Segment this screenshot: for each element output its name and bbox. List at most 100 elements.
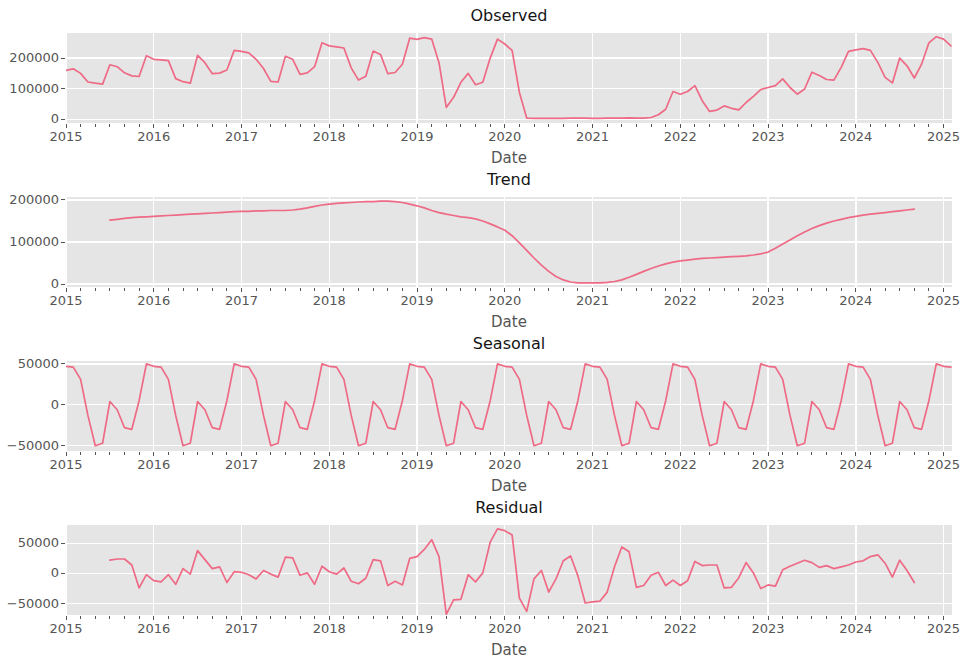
y-tick-label: 0 xyxy=(0,565,59,580)
x-tick-minor xyxy=(738,452,739,455)
x-tick-minor xyxy=(124,288,125,291)
x-tick-major xyxy=(855,124,856,128)
x-tick-minor xyxy=(475,288,476,291)
x-tick-minor xyxy=(373,288,374,291)
x-tick-major xyxy=(592,124,593,128)
x-tick-minor xyxy=(651,452,652,455)
x-tick-minor xyxy=(358,616,359,619)
x-tick-minor xyxy=(212,616,213,619)
y-tick-mark xyxy=(61,573,65,574)
x-tick-minor xyxy=(782,452,783,455)
x-tick-minor xyxy=(256,288,257,291)
x-tick-minor xyxy=(563,124,564,127)
x-tick-minor xyxy=(577,452,578,455)
x-tick-minor xyxy=(490,288,491,291)
x-tick-minor xyxy=(124,616,125,619)
plot-area-seasonal xyxy=(66,361,952,451)
x-tick-minor xyxy=(621,124,622,127)
x-tick-minor xyxy=(841,288,842,291)
x-tick-minor xyxy=(183,124,184,127)
x-tick-minor xyxy=(607,452,608,455)
x-tick-major xyxy=(768,124,769,128)
series-polyline xyxy=(110,529,914,615)
x-tick-label: 2016 xyxy=(122,293,186,308)
x-tick-minor xyxy=(402,616,403,619)
x-tick-minor xyxy=(475,452,476,455)
x-tick-minor xyxy=(490,124,491,127)
x-tick-minor xyxy=(899,288,900,291)
x-tick-minor xyxy=(534,124,535,127)
subplot-seasonal-title: Seasonal xyxy=(66,334,952,356)
x-tick-minor xyxy=(563,288,564,291)
x-tick-minor xyxy=(95,452,96,455)
x-tick-minor xyxy=(256,124,257,127)
x-tick-minor xyxy=(490,452,491,455)
x-tick-major xyxy=(153,452,154,456)
subplot-trend-title: Trend xyxy=(66,170,952,192)
x-tick-major xyxy=(943,452,944,456)
x-tick-minor xyxy=(753,616,754,619)
x-tick-minor xyxy=(826,616,827,619)
y-tick-mark xyxy=(61,58,65,59)
x-tick-minor xyxy=(270,124,271,127)
y-tick-mark xyxy=(61,404,65,405)
x-tick-minor xyxy=(738,124,739,127)
x-tick-minor xyxy=(387,616,388,619)
x-tick-minor xyxy=(139,452,140,455)
x-tick-minor xyxy=(124,124,125,127)
x-tick-major xyxy=(66,124,67,128)
x-tick-minor xyxy=(782,616,783,619)
decomposition-figure: Observed Date Trend Date Seasonal Date R… xyxy=(0,0,974,669)
x-tick-minor xyxy=(109,452,110,455)
x-tick-minor xyxy=(270,616,271,619)
x-tick-minor xyxy=(197,288,198,291)
x-tick-minor xyxy=(841,124,842,127)
x-tick-minor xyxy=(490,616,491,619)
x-tick-minor xyxy=(431,616,432,619)
x-tick-minor xyxy=(607,124,608,127)
x-tick-major xyxy=(329,452,330,456)
x-tick-minor xyxy=(577,124,578,127)
x-tick-label: 2018 xyxy=(297,457,361,472)
x-tick-major xyxy=(241,452,242,456)
x-tick-minor xyxy=(724,616,725,619)
x-tick-label: 2022 xyxy=(648,457,712,472)
x-tick-minor xyxy=(782,124,783,127)
x-tick-minor xyxy=(928,124,929,127)
x-tick-label: 2017 xyxy=(210,621,274,636)
x-tick-major xyxy=(855,616,856,620)
x-tick-minor xyxy=(651,616,652,619)
subplot-residual-title: Residual xyxy=(66,498,952,520)
x-tick-minor xyxy=(709,288,710,291)
x-tick-major xyxy=(680,124,681,128)
x-tick-minor xyxy=(885,288,886,291)
x-tick-label: 2019 xyxy=(385,621,449,636)
x-tick-minor xyxy=(811,616,812,619)
x-tick-minor xyxy=(343,616,344,619)
x-tick-minor xyxy=(899,452,900,455)
x-tick-minor xyxy=(607,288,608,291)
x-tick-label: 2015 xyxy=(34,293,98,308)
x-tick-minor xyxy=(431,124,432,127)
x-tick-major xyxy=(680,452,681,456)
x-tick-major xyxy=(417,288,418,292)
x-tick-major xyxy=(855,452,856,456)
x-tick-minor xyxy=(577,288,578,291)
x-tick-major xyxy=(592,288,593,292)
x-tick-major xyxy=(504,288,505,292)
x-tick-minor xyxy=(402,288,403,291)
x-tick-minor xyxy=(753,124,754,127)
x-tick-minor xyxy=(168,288,169,291)
x-tick-minor xyxy=(548,288,549,291)
x-tick-label: 2024 xyxy=(824,621,888,636)
x-tick-minor xyxy=(636,124,637,127)
y-tick-mark xyxy=(61,284,65,285)
x-tick-label: 2017 xyxy=(210,129,274,144)
y-tick-label: 50000 xyxy=(0,535,59,550)
x-tick-minor xyxy=(651,288,652,291)
x-tick-minor xyxy=(80,124,81,127)
x-tick-minor xyxy=(197,616,198,619)
y-tick-label: 50000 xyxy=(0,356,59,371)
subplot-observed-title: Observed xyxy=(66,6,952,28)
x-tick-minor xyxy=(709,452,710,455)
